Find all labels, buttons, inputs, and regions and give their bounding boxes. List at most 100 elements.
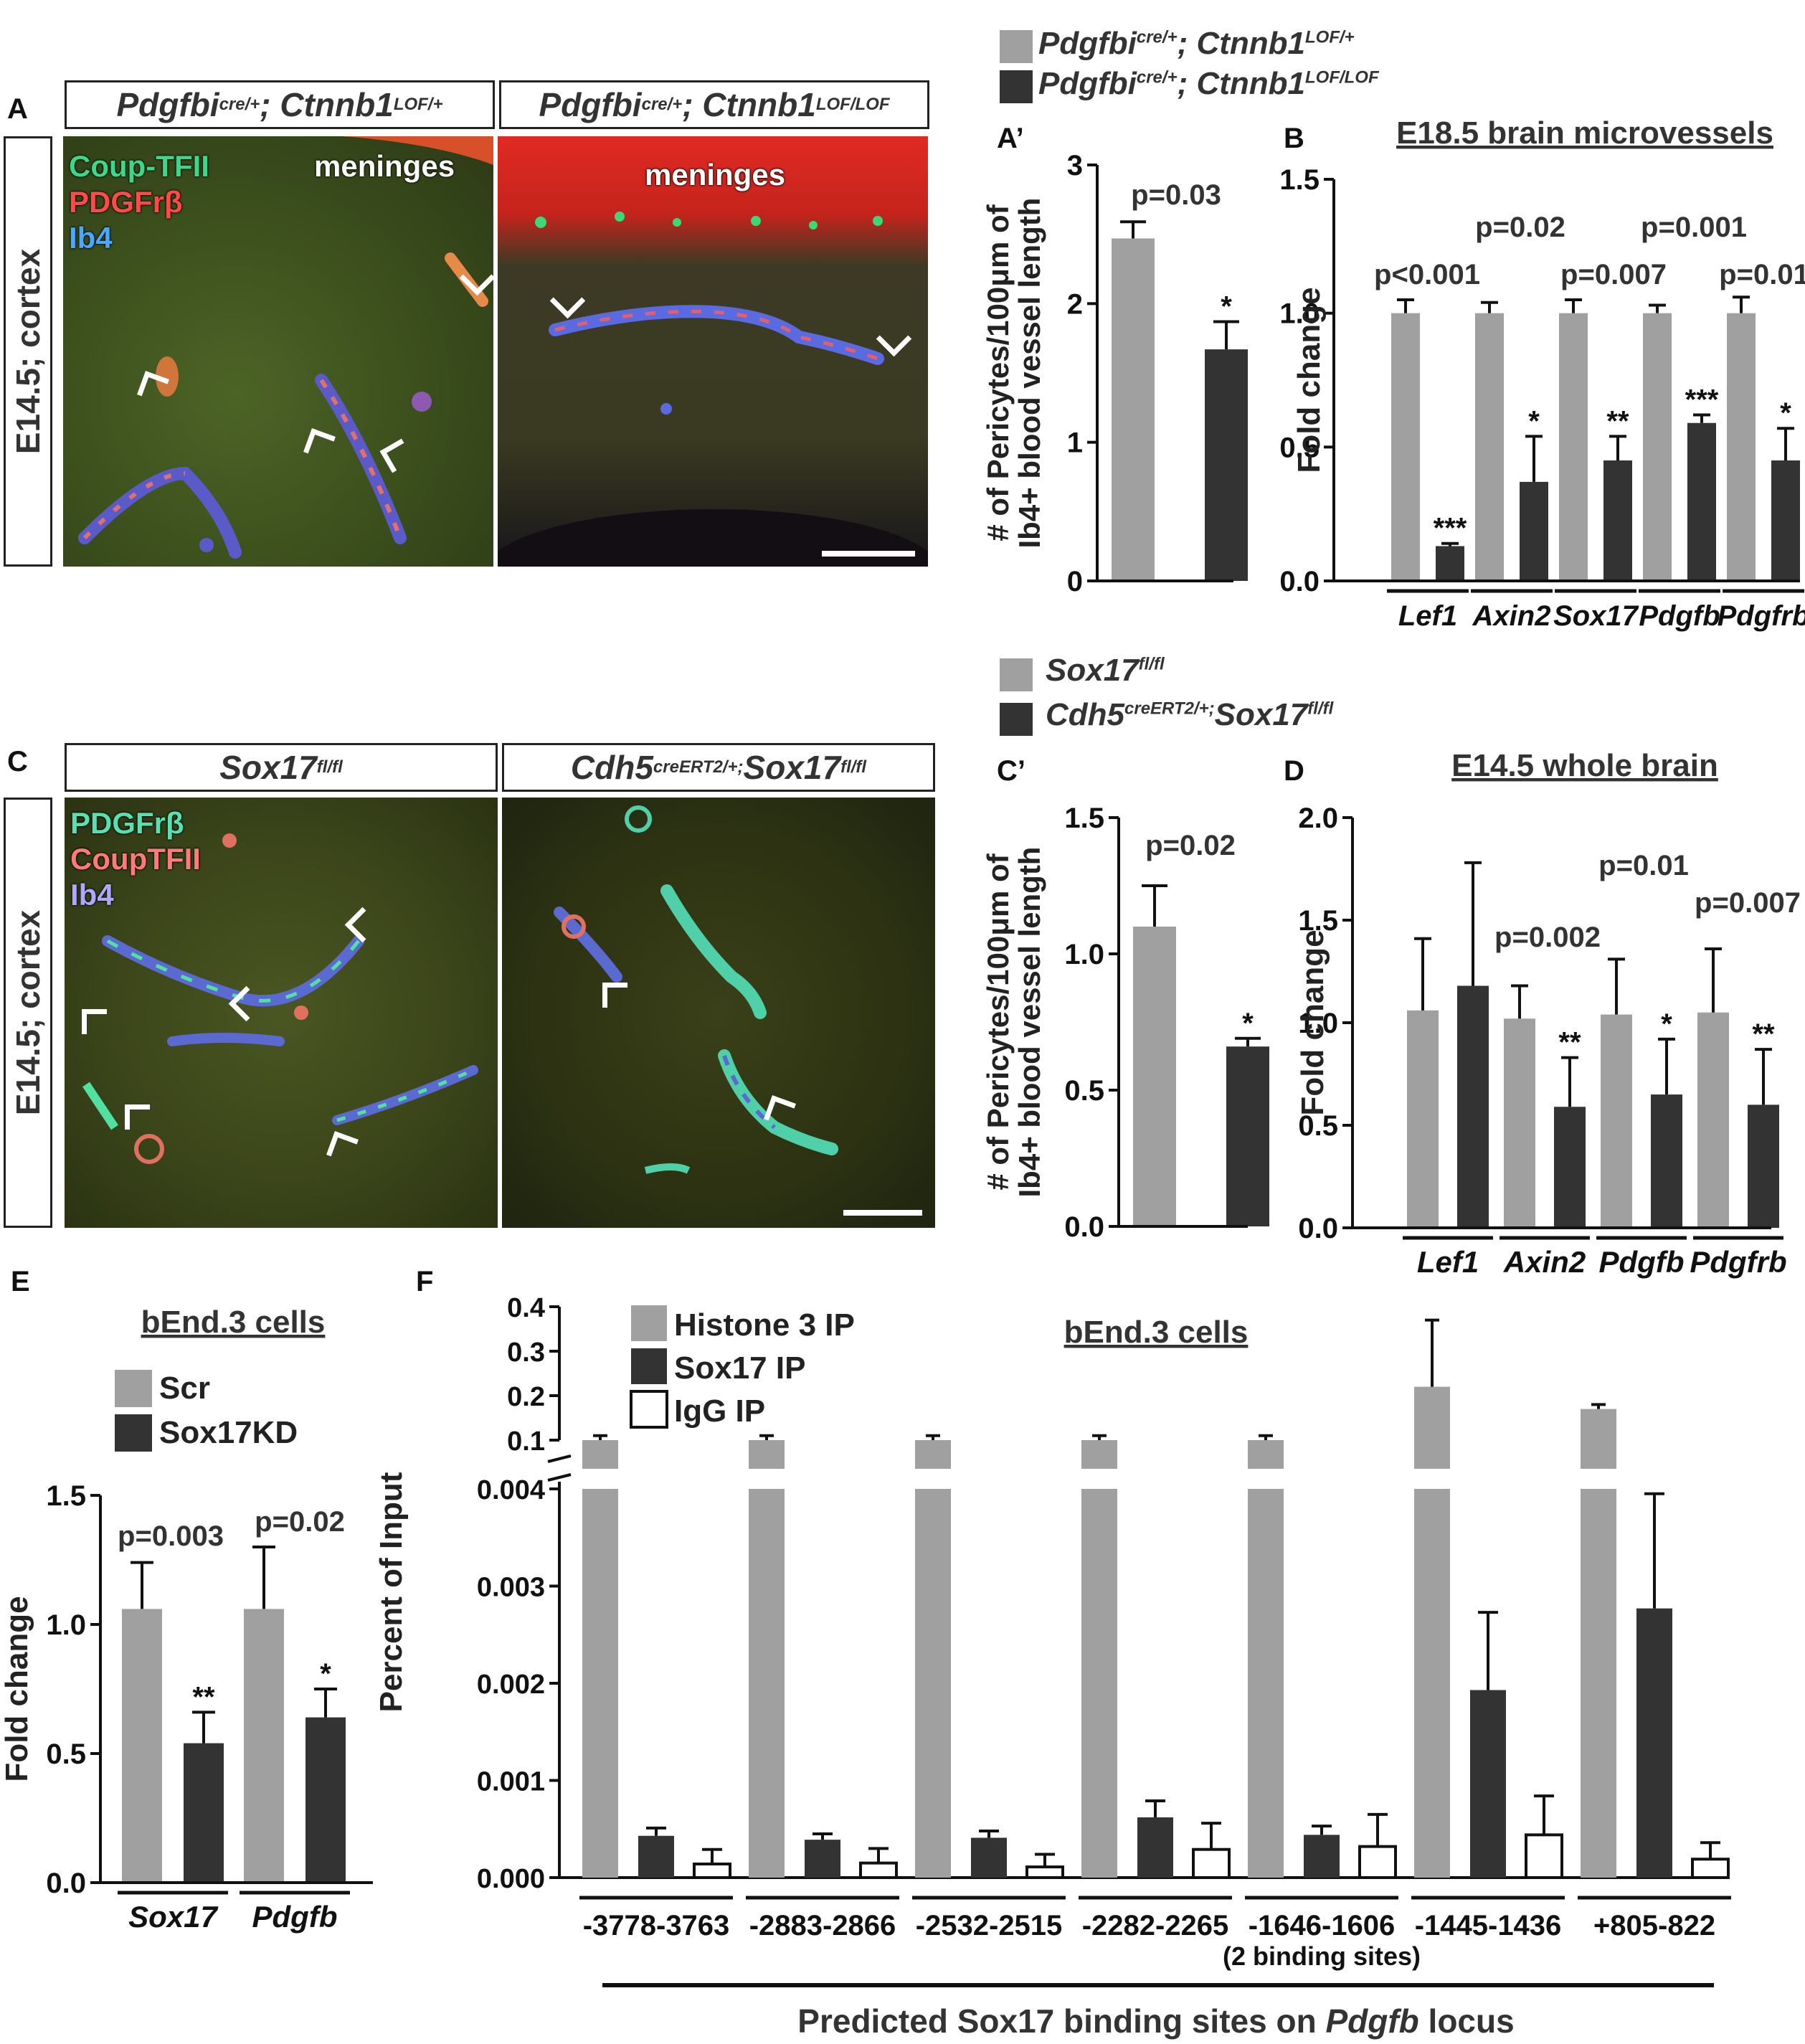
y-tick-label: 1.0 [1298, 1008, 1338, 1039]
p-value-label: p=0.02 [255, 1506, 345, 1538]
x-category-label: -2883-2866 [749, 1910, 896, 1941]
genotype-superscript: LOF/LOF [815, 95, 890, 114]
bar-histone3 [915, 1440, 951, 1469]
x-axis-label: Predicted Sox17 binding sites on Pdgfb l… [797, 2002, 1514, 2040]
x-category-label: Pdgfb [1639, 600, 1720, 632]
legend-gene: Sox17 [1214, 697, 1308, 732]
bar-control [1504, 1018, 1535, 1228]
bar-mutant [1226, 1046, 1269, 1226]
bar-control [1112, 238, 1155, 581]
vessel-overlay [82, 833, 478, 1164]
legend-entry-mutant: Cdh5creERT2/+;Sox17fl/fl [1046, 697, 1333, 733]
bar-mutant [1603, 460, 1632, 581]
x-category-label: +805-822 [1593, 1910, 1715, 1941]
x-category-label: -3778-3763 [583, 1910, 730, 1941]
y-tick-label: 1 [1067, 427, 1083, 459]
bar-mutant [1457, 985, 1489, 1228]
y-tick-label: 0 [1067, 566, 1083, 597]
bar-sox17 [638, 1835, 674, 1878]
y-tick-label: 0.0 [1298, 1213, 1338, 1244]
p-value-label: p=0.002 [1494, 922, 1601, 953]
x-category-label: Sox17 [128, 1900, 218, 1934]
y-axis-label: Ib4+ blood vessel length [1013, 198, 1046, 549]
y-axis-label: # of Pericytes/100μm of [981, 204, 1015, 541]
y-tick-label: 0.3 [507, 1338, 545, 1368]
genotype-gene: Pdgfbi [539, 86, 642, 123]
legend-entry-control: Sox17fl/fl [1046, 653, 1165, 689]
legend-swatch-mutant [1000, 703, 1033, 736]
p-value-label: p=0.007 [1695, 887, 1801, 919]
bar-igg [859, 1861, 898, 1880]
legend-gene: ; Ctnnb1 [1177, 66, 1305, 101]
stain-label-3: Ib4 [69, 221, 113, 255]
bar-sox17 [971, 1837, 1007, 1878]
stain-label-2: CoupTFII [70, 842, 201, 876]
stain-label-1: PDGFrβ [70, 806, 184, 840]
panel-c-header-right: Cdh5 creERT2/+; Sox17 fl/fl [502, 743, 935, 792]
bar-mutant [1687, 422, 1716, 581]
bar-mutant [1554, 1107, 1586, 1228]
legend-swatch-control [1000, 658, 1033, 691]
x-category-label: Pdgfb [1599, 1245, 1685, 1279]
panel-c-side-label: E14.5; cortex [4, 798, 52, 1228]
y-tick-label: 0.002 [477, 1670, 545, 1700]
bar-histone3-lower [1581, 1489, 1616, 1878]
p-value-label: p=0.001 [1641, 212, 1747, 243]
y-axis-label: # of Pericytes/100μm of [981, 853, 1015, 1190]
legend-swatch [115, 1370, 152, 1407]
bar-histone3-lower [1081, 1489, 1117, 1878]
y-tick-label: 0.000 [477, 1864, 545, 1894]
legend-swatch [115, 1414, 152, 1452]
arrowhead-icon [125, 1104, 150, 1130]
significance-stars: ** [1752, 1018, 1775, 1050]
category-note: (2 binding sites) [1223, 1941, 1421, 1971]
axis-break-mark [547, 1454, 572, 1463]
bar-control [244, 1609, 284, 1883]
bar-histone3 [1248, 1440, 1284, 1469]
legend-entry-mutant: Pdgfbicre/+; Ctnnb1LOF/LOF [1038, 66, 1379, 102]
legend-gene: Pdgfbi [1038, 66, 1137, 101]
panel-label: D [1284, 755, 1304, 787]
micrograph-a-mutant: meninges [498, 136, 928, 567]
legend-superscript: LOF/+ [1304, 27, 1355, 47]
x-category-label: -1646-1606 [1249, 1910, 1396, 1941]
y-tick-label: 0.0 [1279, 566, 1320, 597]
y-tick-label: 0.0 [1064, 1211, 1104, 1243]
panel-label-c: C [7, 746, 28, 777]
scale-bar [843, 1210, 922, 1216]
legend-superscript: fl/fl [1307, 699, 1334, 719]
panel-label: B [1284, 123, 1304, 154]
panel-c-header-left: Sox17 fl/fl [65, 743, 498, 792]
significance-stars: ** [192, 1681, 215, 1713]
legend-swatch-control [1000, 30, 1033, 63]
legend-label: Histone 3 IP [674, 1307, 855, 1343]
y-tick-label: 0.1 [507, 1426, 545, 1457]
bar-igg [1691, 1858, 1730, 1879]
bar-mutant [1748, 1104, 1779, 1228]
legend-label: IgG IP [674, 1394, 765, 1429]
y-tick-label: 1.0 [1064, 939, 1104, 970]
bar-histone3 [1414, 1386, 1450, 1469]
y-tick-label: 0.003 [477, 1573, 545, 1603]
x-category-label: -2282-2265 [1082, 1910, 1229, 1941]
bar-control [1697, 1012, 1729, 1228]
x-category-label: Pdgfb [252, 1900, 338, 1934]
bar-sox17 [1636, 1608, 1672, 1878]
micrograph-a-control: Coup-TFII PDGFrβ Ib4 meninges [63, 136, 493, 567]
bar-igg [1192, 1847, 1231, 1880]
y-tick-label: 0.004 [477, 1475, 545, 1505]
y-tick-label: 0.5 [1279, 432, 1320, 463]
legend-label: Scr [159, 1371, 210, 1406]
legend-superscript: cre/+ [1136, 67, 1178, 87]
bar-histone3 [1081, 1440, 1117, 1469]
significance-stars: ** [1606, 405, 1629, 437]
legend-label: Sox17KD [159, 1415, 298, 1450]
bar-sox17 [1137, 1817, 1173, 1878]
legend-gene: ; Ctnnb1 [1177, 26, 1305, 61]
significance-stars: * [1661, 1008, 1672, 1040]
bar-control [1475, 313, 1504, 581]
vessel-overlay [498, 212, 928, 567]
y-tick-label: 0.5 [1064, 1075, 1104, 1107]
genotype-gene: ; Ctnnb1 [682, 86, 816, 123]
